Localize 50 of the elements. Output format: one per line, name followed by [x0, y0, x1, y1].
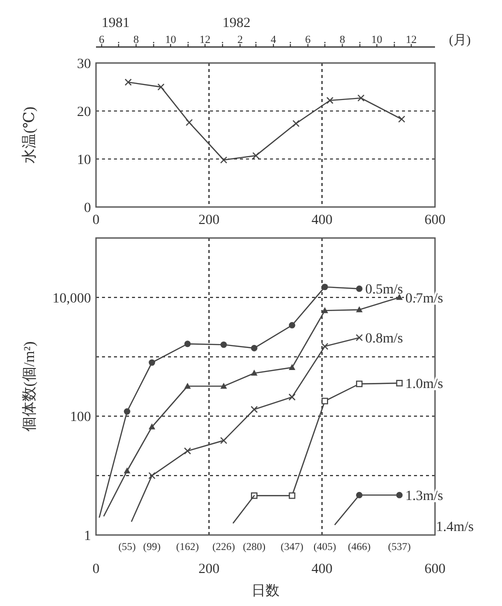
y-tick-label: 100 — [70, 410, 91, 426]
x2-tick-label: 10 — [371, 34, 383, 46]
y-tick-label: 30 — [77, 57, 91, 72]
text: (55) — [118, 542, 136, 553]
x2-tick-label: 2 — [237, 34, 243, 46]
x2-tick-label: 12 — [406, 34, 417, 46]
x-tick-label: 600 — [424, 213, 446, 228]
y-axis-title: 水温(℃) — [21, 106, 38, 164]
text: (99) — [143, 542, 162, 553]
x2-tick-label: 6 — [98, 34, 105, 46]
x2-tick-label: . — [358, 34, 362, 46]
text: (280) — [242, 542, 266, 553]
series-label: 0.8m/s — [365, 332, 404, 347]
x-tick-label: 600 — [424, 562, 446, 577]
x-tick-label: 400 — [312, 213, 332, 228]
x2-tick-label: 8 — [340, 34, 346, 46]
x-tick-label: 200 — [198, 562, 220, 577]
x-axis-title: 日数 — [252, 583, 280, 599]
y-tick-label: 1 — [84, 529, 91, 544]
text: 1981 — [102, 16, 130, 31]
x2-tick-label: . — [392, 34, 396, 46]
x2-tick-label: 12 — [200, 34, 211, 46]
x2-tick-label: . — [117, 34, 120, 46]
x2-tick-label: . — [152, 34, 156, 46]
series-label: 0.5m/s — [365, 282, 404, 298]
x2-tick-label: . — [186, 34, 190, 46]
y-tick-label: 0 — [84, 201, 91, 216]
x2-axis-title: (月) — [449, 32, 471, 47]
text: (405) — [313, 542, 337, 553]
x2-tick-label: 6 — [305, 34, 312, 46]
y-tick-label: 10,000 — [52, 291, 91, 306]
text: (226) — [212, 542, 236, 553]
y-tick-label: 20 — [77, 105, 91, 120]
x2-tick-label: . — [221, 34, 224, 46]
x2-tick-label: . — [288, 34, 292, 46]
text: (466) — [348, 542, 372, 553]
x-tick-label: 400 — [312, 562, 332, 577]
text: (347) — [280, 542, 304, 553]
x-tick-label: 200 — [198, 213, 220, 228]
text: (162) — [176, 542, 200, 553]
x2-tick-label: . — [254, 34, 258, 46]
text: 1982 — [222, 16, 251, 31]
x2-tick-label: 8 — [133, 34, 140, 46]
x2-tick-label: . — [323, 34, 326, 46]
y-tick-label: 10 — [77, 153, 91, 168]
text: 1.4m/s — [436, 520, 474, 535]
text: (537) — [388, 542, 412, 553]
x2-tick-label: 10 — [165, 34, 177, 46]
y-axis-title: 個体数(個/m²) — [21, 341, 38, 432]
x2-tick-label: 4 — [270, 34, 277, 46]
